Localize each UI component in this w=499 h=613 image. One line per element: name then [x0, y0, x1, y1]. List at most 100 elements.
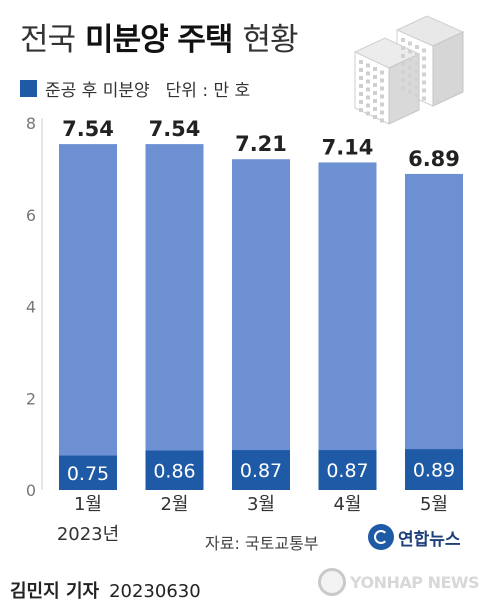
data-label-completed: 0.87	[326, 460, 368, 482]
data-label-completed: 0.86	[153, 460, 195, 482]
x-tick-label: 3월	[247, 494, 275, 515]
data-labels: 7.54 0.75 7.54 0.86 7.21 0.87 7.14 0.87 6.89 0.89	[62, 117, 460, 485]
legend-label: 준공 후 미분양	[45, 81, 150, 101]
window	[401, 38, 405, 42]
y-tick-label: 0	[26, 481, 36, 500]
window	[401, 78, 405, 82]
window	[408, 41, 412, 46]
window	[359, 100, 363, 104]
watermark-text: YONHAP NEWS	[350, 572, 480, 592]
y-tick-label: 2	[26, 389, 36, 408]
bar-total	[318, 162, 377, 490]
window	[401, 62, 405, 66]
window	[366, 71, 370, 76]
apartment-buildings-icon	[353, 15, 465, 125]
window	[373, 67, 377, 71]
window	[380, 102, 384, 107]
window	[422, 48, 426, 53]
window	[408, 49, 412, 54]
window	[359, 108, 363, 112]
window	[366, 79, 370, 84]
x-tick-label: 4월	[333, 494, 361, 515]
unit-label: 단위 : 만 호	[165, 81, 251, 101]
window	[422, 72, 426, 77]
window	[380, 78, 384, 83]
x-tick-label: 1월	[74, 494, 102, 515]
x-tick-label: 5월	[420, 494, 448, 515]
bars	[59, 144, 463, 491]
window	[422, 64, 426, 69]
window	[373, 91, 377, 95]
data-label-total: 7.21	[235, 132, 287, 156]
data-label-total: 7.54	[149, 117, 201, 141]
window	[359, 60, 363, 64]
y-axis: 0 2 4 6 8	[26, 114, 43, 500]
watermark: YONHAP NEWS	[318, 568, 480, 596]
window	[408, 89, 412, 94]
data-label-total: 7.14	[322, 135, 374, 159]
bar-completed	[318, 450, 377, 490]
window	[380, 110, 384, 115]
window	[366, 63, 370, 68]
window	[415, 69, 419, 73]
window	[373, 99, 377, 103]
window	[422, 96, 426, 101]
window	[408, 65, 412, 70]
window	[415, 93, 419, 97]
window	[415, 61, 419, 65]
bar-total	[59, 144, 117, 491]
window	[401, 86, 405, 90]
window	[359, 92, 363, 96]
yonhap-logo-text: 연합뉴스	[398, 529, 461, 550]
publish-date: 20230630	[109, 581, 201, 602]
y-tick-label: 8	[26, 114, 36, 133]
window	[373, 107, 377, 111]
data-label-completed: 0.89	[413, 460, 455, 482]
window	[359, 84, 363, 88]
title-part-1: 전국	[20, 22, 76, 58]
window	[422, 80, 426, 85]
legend-swatch	[20, 80, 37, 97]
window	[408, 81, 412, 86]
bar-total	[232, 159, 290, 490]
window	[366, 95, 370, 100]
window	[380, 118, 384, 123]
y-tick-label: 4	[26, 298, 36, 317]
window	[373, 83, 377, 87]
window	[380, 70, 384, 75]
window	[359, 76, 363, 80]
x-tick-label: 2월	[160, 494, 188, 515]
page-title: 전국 미분양 주택 현황	[20, 14, 299, 59]
yonhap-logo: 연합뉴스	[368, 524, 461, 550]
legend: 준공 후 미분양 단위 : 만 호	[20, 76, 250, 101]
reporter-name: 김민지 기자	[10, 581, 100, 602]
window	[373, 115, 377, 119]
y-tick-label: 6	[26, 206, 36, 225]
window	[366, 103, 370, 108]
window	[415, 45, 419, 49]
window	[415, 53, 419, 57]
bar-completed	[59, 455, 117, 490]
window	[366, 87, 370, 92]
yonhap-logo-icon	[368, 524, 394, 550]
bar-completed	[232, 450, 290, 490]
watermark-logo-icon	[318, 568, 346, 596]
window	[408, 57, 412, 62]
window	[366, 111, 370, 116]
window	[401, 46, 405, 50]
building-windows	[359, 38, 426, 123]
data-label-total: 7.54	[62, 117, 114, 141]
window	[415, 85, 419, 89]
window	[408, 73, 412, 78]
window	[373, 75, 377, 79]
title-part-3: 현황	[242, 22, 298, 58]
data-label-completed: 0.75	[67, 463, 109, 485]
data-label-completed: 0.87	[240, 460, 282, 482]
window	[401, 54, 405, 58]
source-text: 자료: 국토교통부	[205, 534, 319, 553]
window	[422, 56, 426, 61]
window	[359, 68, 363, 72]
x-year-label: 2023년	[57, 524, 119, 545]
window	[380, 86, 384, 91]
